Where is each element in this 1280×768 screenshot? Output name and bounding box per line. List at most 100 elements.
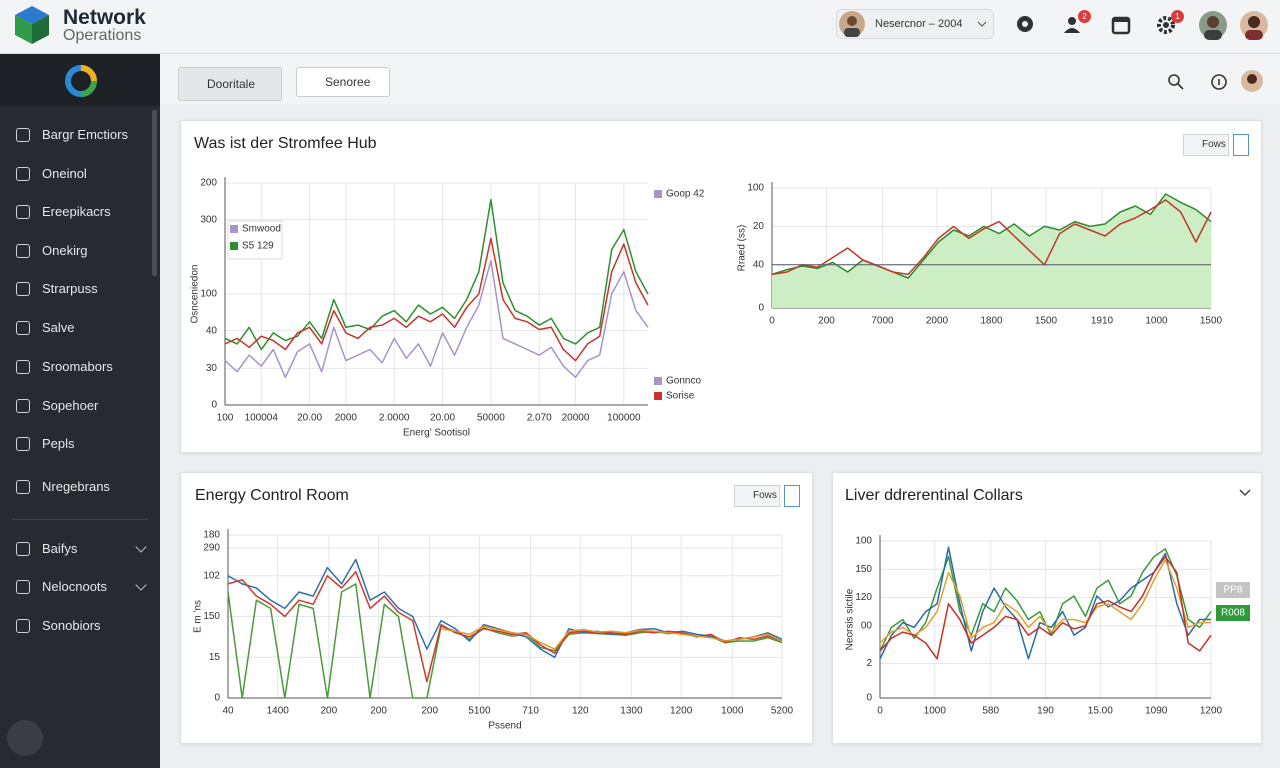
toolbar: Dooritale Senoree: [160, 54, 1280, 104]
x-tick-label: 20.00: [297, 413, 322, 424]
panel-button[interactable]: Fows: [734, 485, 780, 507]
legend-label: S5 129: [242, 241, 274, 252]
y-tick-label: 30: [206, 363, 218, 374]
menu-item[interactable]: Oneinol: [42, 166, 87, 181]
series-line: [224, 198, 649, 351]
legend-label: PP8: [1224, 585, 1243, 596]
user-menu[interactable]: Nesercnor – 2004: [836, 9, 994, 39]
x-tick-label: 20.00: [430, 413, 455, 424]
scrollbar[interactable]: [152, 110, 157, 276]
series-line: [771, 193, 1212, 279]
avatar[interactable]: [1239, 10, 1269, 40]
chat-icon[interactable]: [1012, 12, 1038, 38]
sidebar-logo: [0, 54, 160, 106]
legend-label: Goop 42: [666, 189, 705, 200]
legend-swatch: [654, 190, 662, 198]
users-icon[interactable]: [1060, 12, 1086, 38]
y-tick-label: 100: [855, 536, 872, 547]
menu-item[interactable]: Strarpuss: [42, 281, 98, 296]
legend-label: Smwood: [242, 224, 281, 235]
menu-item[interactable]: Ereepikacrs: [42, 204, 111, 219]
menu-icon: [16, 360, 30, 374]
x-tick-label: 1500: [1035, 316, 1058, 327]
x-tick-label: 100: [217, 413, 234, 424]
x-tick-label: 1800: [980, 316, 1003, 327]
tab[interactable]: Dooritale: [178, 67, 282, 101]
x-tick-label: 2000: [335, 413, 358, 424]
menu-group[interactable]: Baifys: [42, 541, 78, 556]
x-tick-label: 190: [1037, 706, 1054, 717]
legend-swatch: [654, 377, 662, 385]
y-axis-title: Neorsis sictile: [845, 588, 856, 650]
chevron[interactable]: [1239, 488, 1251, 498]
panel-title: Liver ddrerentinal Collars: [845, 487, 1023, 504]
y-tick-label: 180: [203, 530, 220, 541]
series-line: [771, 199, 1212, 276]
menu-item[interactable]: Salve: [42, 320, 75, 335]
legend-swatch: [654, 392, 662, 400]
tab[interactable]: Senoree: [296, 67, 390, 97]
settings-icon[interactable]: [1153, 12, 1179, 38]
y-tick-label: 200: [200, 178, 217, 189]
x-tick-label: 120: [572, 706, 589, 717]
search-icon[interactable]: [1166, 72, 1186, 92]
y-tick-label: 100: [747, 183, 764, 194]
x-tick-label: 200: [818, 316, 835, 327]
area: [772, 194, 1211, 308]
y-tick-label: 0: [214, 693, 220, 704]
menu-item[interactable]: Onekirg: [42, 243, 88, 258]
x-tick-label: 1000: [1145, 316, 1168, 327]
series-line: [227, 570, 783, 683]
menu-item[interactable]: Sroomabors: [42, 359, 113, 374]
x-tick-label: 0: [877, 706, 883, 717]
x-tick-label: 1200: [1200, 706, 1223, 717]
menu-item[interactable]: Nregebrans: [42, 479, 110, 494]
menu-icon: [16, 167, 30, 181]
menu-group[interactable]: Nelocnoots: [42, 579, 108, 594]
menu-item[interactable]: Bargr Emctiors: [42, 127, 128, 142]
menu-item[interactable]: Sopehoer: [42, 398, 99, 413]
panel-dropdown[interactable]: [1233, 134, 1249, 156]
y-tick-label: 120: [855, 592, 872, 603]
menu-icon: [16, 437, 30, 451]
avatar[interactable]: [1198, 10, 1228, 40]
x-tick-label: 2.070: [527, 413, 552, 424]
y-tick-label: 20: [753, 221, 765, 232]
y-tick-label: 150: [203, 611, 220, 622]
settings-button[interactable]: [7, 720, 43, 756]
menu-icon: [16, 580, 30, 594]
calendar-icon[interactable]: [1108, 12, 1134, 38]
y-tick-label: 40: [206, 325, 218, 336]
y-tick-label: 102: [203, 570, 220, 581]
panel-button[interactable]: Fows: [1183, 134, 1229, 156]
x-axis-title: Energ' Sootisol: [403, 428, 470, 439]
menu-icon: [16, 205, 30, 219]
menu-icon: [16, 128, 30, 142]
legend-tag: [1216, 605, 1250, 621]
menu-icon: [16, 321, 30, 335]
info-icon[interactable]: [1209, 72, 1229, 92]
panel-title: Energy Control Room: [195, 487, 349, 504]
menu-item[interactable]: Sonobiors: [42, 618, 101, 633]
series-line: [879, 555, 1212, 660]
y-tick-label: 0: [866, 693, 872, 704]
panel-dropdown[interactable]: [784, 485, 800, 507]
sidebar: Bargr Emctiors Oneinol Ereepikacrs Onekirg S…: [0, 54, 160, 768]
x-tick-label: 0: [769, 316, 775, 327]
x-tick-label: 100000: [607, 413, 641, 424]
x-tick-label: 2.0000: [379, 413, 410, 424]
menu-item[interactable]: Pepls: [42, 436, 75, 451]
x-tick-label: 200: [421, 706, 438, 717]
y-tick-label: 40: [753, 259, 765, 270]
panel-title: Was ist der Stromfee Hub: [194, 135, 377, 152]
y-tick-label: 00: [861, 620, 873, 631]
legend-swatch: [230, 242, 238, 250]
x-tick-label: 1500: [1200, 316, 1223, 327]
x-tick-label: 5200: [771, 706, 794, 717]
x-tick-label: 1200: [670, 706, 693, 717]
legend-label: Sorise: [666, 391, 695, 402]
separator: [12, 519, 148, 520]
avatar[interactable]: [1240, 69, 1264, 93]
x-tick-label: 1300: [620, 706, 643, 717]
